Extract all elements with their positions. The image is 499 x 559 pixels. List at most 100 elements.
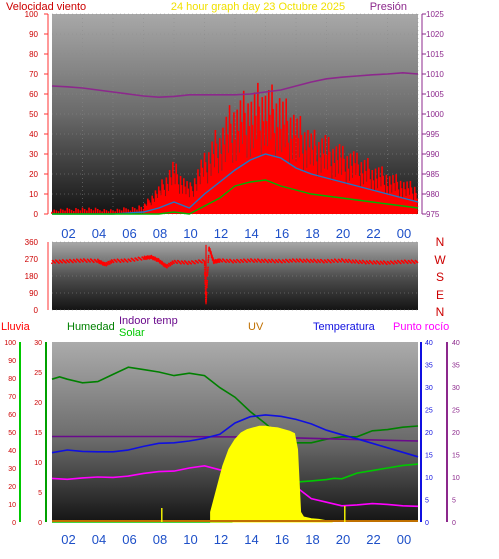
wind-direction-point — [365, 262, 367, 265]
direction-tick-label: 360 — [25, 238, 39, 247]
wind-direction-point — [206, 279, 209, 282]
wind-direction-point — [86, 261, 88, 263]
humidity-tick-label: 30 — [34, 340, 42, 347]
wind-direction-point — [256, 261, 259, 263]
temperature-tick-label: 10 — [425, 475, 433, 482]
temperature-tick-label: 5 — [425, 498, 429, 505]
compass-label: N — [436, 305, 445, 319]
wind-tick-label: 50 — [29, 110, 38, 119]
direction-panel-grid — [52, 241, 418, 311]
wind-tick-label: 20 — [29, 170, 38, 179]
compass-label: E — [436, 288, 444, 302]
minimum-line — [52, 179, 419, 215]
wind-direction-point — [140, 259, 143, 261]
dewpoint-tick-label: 35 — [452, 363, 460, 370]
temperature-tick-label: 0 — [425, 520, 429, 527]
wind-direction-point — [413, 262, 416, 265]
wind-direction-point — [122, 260, 125, 263]
wind-direction-point — [316, 261, 318, 264]
wind-direction-point — [354, 262, 356, 264]
humidity-tick-label: 0 — [38, 520, 42, 527]
wind-direction-point — [298, 260, 301, 263]
wind-time-label: 20 — [336, 226, 350, 241]
wind-direction-point — [203, 260, 206, 263]
wind-direction-point — [207, 258, 210, 260]
wind-time-label: 06 — [122, 226, 136, 241]
pressure-tick-label: 1000 — [426, 110, 444, 119]
wind-direction-point — [207, 256, 210, 259]
wind-direction-point — [410, 262, 412, 264]
pressure-tick-label: 1005 — [426, 90, 444, 99]
wind-time-label: 14 — [244, 226, 258, 241]
multi-time-label: 00 — [397, 532, 411, 547]
wind-direction-point — [115, 261, 118, 263]
wind-direction-point — [253, 261, 256, 263]
wind-direction-point — [242, 261, 245, 263]
wind-direction-point — [143, 258, 146, 261]
wind-direction-point — [206, 273, 209, 275]
compass-label: S — [436, 270, 444, 284]
wind-tick-label: 60 — [29, 90, 38, 99]
direction-panel-background — [52, 242, 418, 310]
wind-time-label: 12 — [214, 226, 228, 241]
dewpoint-tick-label: 5 — [452, 498, 456, 505]
wind-direction-point — [416, 261, 419, 264]
humidity-tick-label: 20 — [34, 400, 42, 407]
humidity-tick-label: 25 — [34, 370, 42, 377]
wind-time-label: 02 — [61, 226, 75, 241]
pressure-tick-label: 985 — [426, 170, 440, 179]
direction-tick-label: 90 — [29, 289, 38, 298]
wind-tick-label: 80 — [29, 50, 38, 59]
right-axis-title: Presión — [370, 1, 407, 13]
pressure-tick-label: 980 — [426, 190, 440, 199]
legend-solar: Solar — [119, 327, 145, 339]
multi-time-label: 20 — [336, 532, 350, 547]
wind-time-label: 10 — [183, 226, 197, 241]
humedad-line — [51, 366, 419, 444]
direction-tick-label: 180 — [25, 272, 39, 281]
wind-direction-point — [312, 261, 315, 263]
wind-direction-point — [330, 261, 332, 264]
wind-direction-point — [146, 257, 149, 260]
rain-tick-label: 0 — [12, 520, 16, 527]
pressure-tick-label: 975 — [426, 210, 440, 219]
pressure-axis: 975 980 985 990 995 1000 1005 1010 1015 1020 1025 — [421, 10, 444, 219]
wind-time-label: 22 — [366, 226, 380, 241]
wind-direction-point — [319, 261, 321, 264]
wind-direction-point — [54, 262, 57, 264]
wind-direction-point — [187, 263, 189, 266]
wind-direction-point — [136, 259, 139, 262]
wind-direction-point — [235, 261, 238, 264]
rain-tick-label: 30 — [8, 466, 16, 473]
humidity-tick-label: 10 — [34, 460, 42, 467]
wind-direction-point — [112, 261, 115, 264]
wind-direction-point — [249, 260, 252, 263]
temperature-tick-label: 35 — [425, 363, 433, 370]
temperature-tick-label: 30 — [425, 385, 433, 392]
wind-tick-label: 0 — [34, 210, 39, 219]
rain-tick-label: 60 — [8, 412, 16, 419]
wind-direction-point — [107, 263, 109, 266]
wind-direction-point — [133, 260, 136, 262]
wind-panel-series — [51, 71, 419, 215]
graph-title: 24 hour graph day 23 Octubre 2025 — [171, 1, 345, 13]
wind-direction-point — [228, 261, 231, 264]
wind-direction-point — [372, 263, 374, 265]
wind-direction-point — [218, 261, 221, 263]
multi-panel-axes: 0102030405060708090100051015202530051015… — [4, 340, 460, 527]
wind-direction-point — [281, 261, 283, 264]
temperature-tick-label: 15 — [425, 453, 433, 460]
wind-direction-point — [183, 262, 186, 265]
multi-time-label: 12 — [214, 532, 228, 547]
wind-direction-point — [206, 281, 209, 284]
wind-direction-point — [396, 262, 398, 265]
wind-direction-point — [207, 268, 209, 270]
rain-tick-label: 90 — [8, 358, 16, 365]
direction-axis: 360 270 180 90 0 — [25, 238, 49, 315]
rain-tick-label: 70 — [8, 394, 16, 401]
pressure-tick-label: 1025 — [426, 10, 444, 19]
wind-direction-point — [204, 271, 206, 274]
wind-direction-point — [358, 262, 360, 265]
wind-direction-point — [203, 264, 206, 267]
